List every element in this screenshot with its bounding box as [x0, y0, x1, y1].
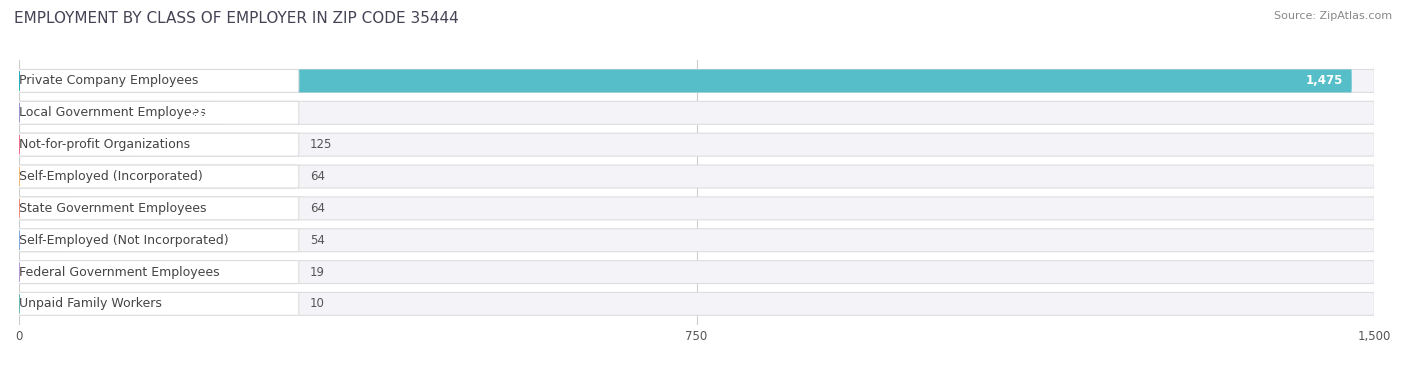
Text: 19: 19 [309, 265, 325, 279]
FancyBboxPatch shape [18, 101, 221, 124]
FancyBboxPatch shape [18, 133, 1374, 156]
FancyBboxPatch shape [18, 229, 1374, 252]
FancyBboxPatch shape [18, 133, 132, 156]
Text: 223: 223 [187, 106, 211, 119]
Text: Self-Employed (Not Incorporated): Self-Employed (Not Incorporated) [20, 234, 229, 247]
Text: Source: ZipAtlas.com: Source: ZipAtlas.com [1274, 11, 1392, 21]
Text: Local Government Employees: Local Government Employees [20, 106, 207, 119]
FancyBboxPatch shape [18, 261, 1374, 284]
FancyBboxPatch shape [18, 293, 299, 315]
Text: 10: 10 [309, 297, 325, 310]
Text: Not-for-profit Organizations: Not-for-profit Organizations [20, 138, 190, 151]
FancyBboxPatch shape [18, 261, 299, 284]
FancyBboxPatch shape [18, 261, 37, 284]
Text: EMPLOYMENT BY CLASS OF EMPLOYER IN ZIP CODE 35444: EMPLOYMENT BY CLASS OF EMPLOYER IN ZIP C… [14, 11, 458, 26]
Text: 64: 64 [309, 170, 325, 183]
Text: 1,475: 1,475 [1305, 74, 1343, 87]
FancyBboxPatch shape [18, 133, 299, 156]
FancyBboxPatch shape [18, 165, 1374, 188]
FancyBboxPatch shape [18, 69, 299, 92]
FancyBboxPatch shape [18, 165, 76, 188]
FancyBboxPatch shape [18, 69, 1374, 92]
FancyBboxPatch shape [18, 229, 67, 252]
Text: Federal Government Employees: Federal Government Employees [20, 265, 219, 279]
FancyBboxPatch shape [18, 101, 1374, 124]
Text: Private Company Employees: Private Company Employees [20, 74, 198, 87]
FancyBboxPatch shape [18, 197, 299, 220]
FancyBboxPatch shape [18, 293, 28, 315]
FancyBboxPatch shape [18, 197, 1374, 220]
Text: 54: 54 [309, 234, 325, 247]
Text: State Government Employees: State Government Employees [20, 202, 207, 215]
FancyBboxPatch shape [18, 69, 1351, 92]
FancyBboxPatch shape [18, 197, 76, 220]
FancyBboxPatch shape [18, 101, 299, 124]
Text: Self-Employed (Incorporated): Self-Employed (Incorporated) [20, 170, 202, 183]
FancyBboxPatch shape [18, 165, 299, 188]
FancyBboxPatch shape [18, 293, 1374, 315]
FancyBboxPatch shape [18, 229, 299, 252]
Text: 125: 125 [309, 138, 332, 151]
Text: Unpaid Family Workers: Unpaid Family Workers [20, 297, 162, 310]
Text: 64: 64 [309, 202, 325, 215]
